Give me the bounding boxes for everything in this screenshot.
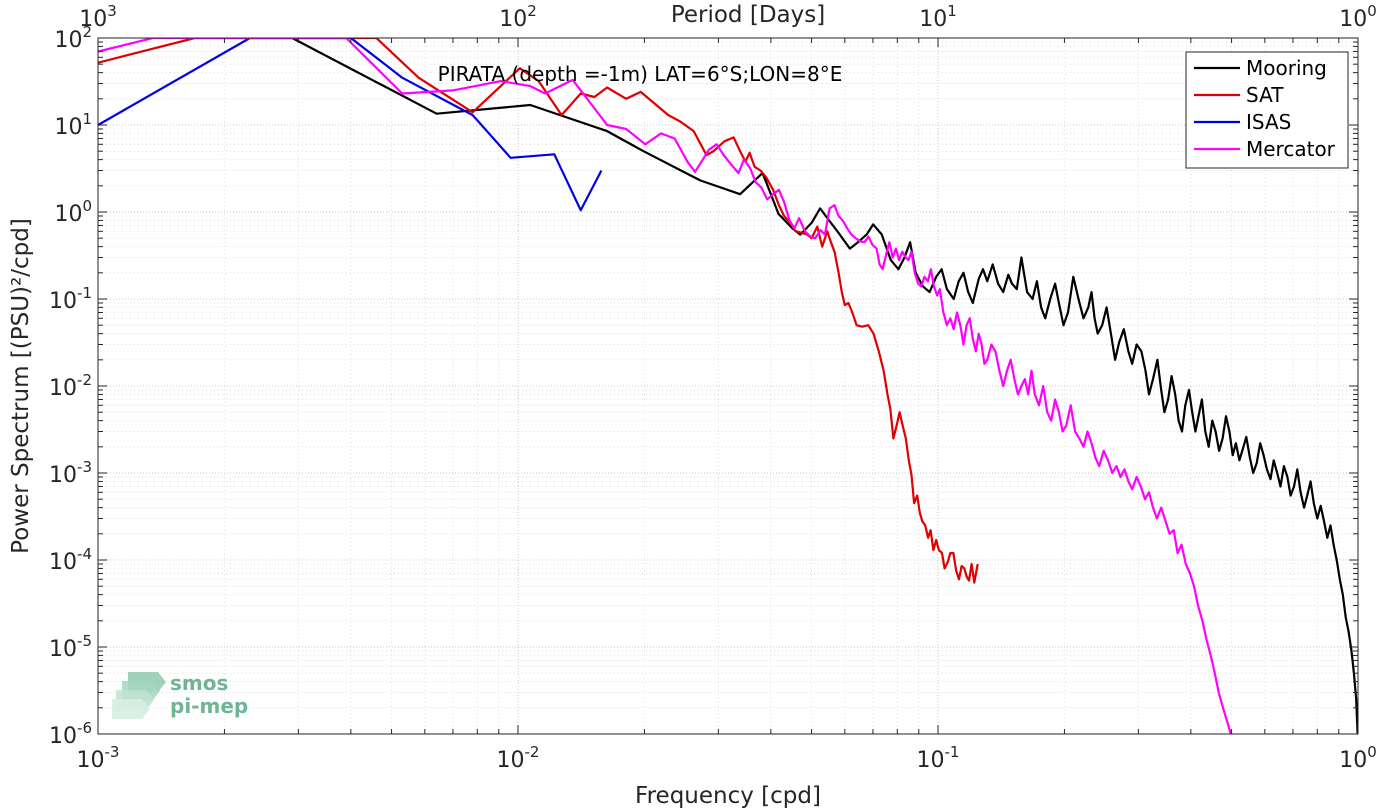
legend-label-mooring: Mooring (1246, 56, 1327, 80)
top-axis-label: Period [Days] (671, 2, 825, 28)
smos-pi-mep-logo: smos pi-mep (112, 671, 248, 719)
legend-label-mercator: Mercator (1246, 137, 1336, 161)
y-tick-label: 101 (54, 110, 92, 140)
series-line-sat (98, 38, 979, 584)
y-tick-labels: 102 101 100 10-1 10-2 10-3 10-4 10-5 10-6 (49, 23, 92, 749)
series-line-mercator (98, 38, 1232, 734)
y-tick-label: 10-4 (49, 545, 92, 575)
y-tick-label: 102 (54, 23, 92, 53)
x-axis-label: Frequency [cpd] (635, 783, 821, 809)
y-axis-label: Power Spectrum [(PSU)²/cpd] (8, 218, 34, 554)
legend-label-sat: SAT (1246, 83, 1284, 107)
series-layer (98, 38, 1358, 734)
series-line-mooring (291, 38, 1358, 734)
axis-ticks (97, 38, 1358, 735)
top-tick-label: 103 (79, 2, 117, 32)
logo-text-pi-mep: pi-mep (170, 694, 248, 718)
x-tick-label: 10-3 (77, 743, 120, 773)
top-tick-label: 102 (499, 2, 537, 32)
y-tick-label: 100 (54, 197, 92, 227)
y-tick-label: 10-1 (49, 284, 92, 314)
x-tick-label: 100 (1339, 743, 1377, 773)
top-tick-labels: 103 102 101 100 (79, 2, 1377, 32)
x-tick-label: 10-1 (917, 743, 960, 773)
top-tick-label: 101 (919, 2, 957, 32)
legend-label-isas: ISAS (1246, 110, 1291, 134)
y-tick-label: 10-3 (49, 458, 92, 488)
chart-title: PIRATA (depth =-1m) LAT=6°S;LON=8°E (438, 62, 843, 86)
logo-text-smos: smos (170, 671, 228, 695)
legend: Mooring SAT ISAS Mercator (1185, 51, 1349, 169)
x-tick-labels: 10-3 10-2 10-1 100 (77, 743, 1377, 773)
y-tick-label: 10-2 (49, 371, 92, 401)
series-line-isas (98, 38, 603, 212)
x-tick-label: 10-2 (497, 743, 540, 773)
logo-mark-icon (112, 672, 166, 719)
y-tick-label: 10-5 (49, 632, 92, 662)
top-tick-label: 100 (1339, 2, 1377, 32)
y-tick-label: 10-6 (49, 719, 92, 749)
